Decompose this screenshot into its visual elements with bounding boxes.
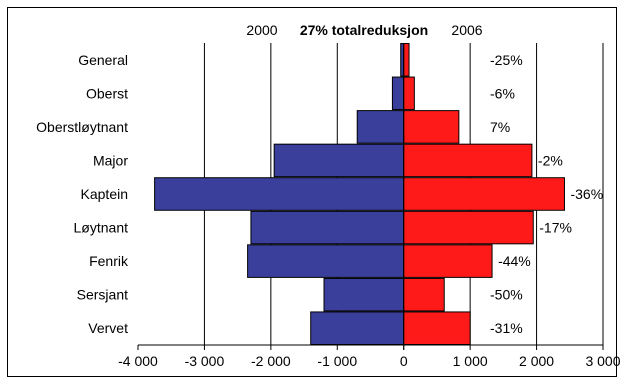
change-label-3: -2% [538,152,563,168]
legend-2006: 2006 [451,22,482,38]
chart-title: 27% totalreduksjon [300,22,428,38]
change-label-8: -31% [490,320,523,336]
x-tick-label-6: 2 000 [519,353,554,369]
change-label-7: -50% [490,287,523,303]
x-tick-label-3: -1 000 [317,353,357,369]
category-label-1: Oberst [86,85,128,101]
bar-2006-1 [403,76,415,111]
bar-2006-2 [403,110,460,144]
bar-2006-6 [403,244,493,278]
category-label-0: General [78,52,128,68]
bar-2000-3 [273,143,405,178]
bar-2000-1 [391,76,405,111]
legend-2000: 2000 [246,22,277,38]
category-label-7: Sersjant [77,287,128,303]
x-tick-label-5: 1 000 [453,353,488,369]
change-label-0: -25% [490,52,523,68]
bar-2006-8 [403,311,471,345]
category-label-6: Fenrik [89,253,129,269]
bar-2000-6 [247,244,405,278]
bar-2000-4 [154,177,405,211]
x-tick-label-2: -2 000 [251,353,291,369]
labels: General -25% Oberst -6% Oberstløytnant 7% Majo… [36,52,603,336]
change-label-6: -44% [498,253,531,269]
change-label-2: 7% [490,119,510,135]
category-label-4: Kaptein [81,186,128,202]
x-tick-label-1: -3 000 [185,353,225,369]
bar-2000-5 [250,210,405,245]
bars [154,43,565,345]
bar-2006-4 [403,177,565,211]
x-tick-label-0: -4 000 [118,353,158,369]
x-tick-label-4: 0 [400,353,408,369]
bar-2000-8 [310,311,405,345]
category-label-2: Oberstløytnant [36,119,128,135]
category-label-5: Løytnant [74,220,129,236]
axes: -4 000 -3 000 -2 000 -1 000 0 1 000 2 000 3 000 [118,43,621,369]
x-tick-label-7: 3 000 [585,353,620,369]
bar-2000-2 [356,110,405,144]
bar-2006-3 [403,143,533,178]
change-label-1: -6% [490,85,515,101]
change-label-5: -17% [539,220,572,236]
bar-2006-7 [403,277,445,312]
category-label-8: Vervet [88,320,128,336]
bar-2000-7 [323,277,405,312]
bar-2006-0 [403,43,410,77]
bar-2006-5 [403,210,534,245]
change-label-4: -36% [570,186,603,202]
category-label-3: Major [93,152,128,168]
